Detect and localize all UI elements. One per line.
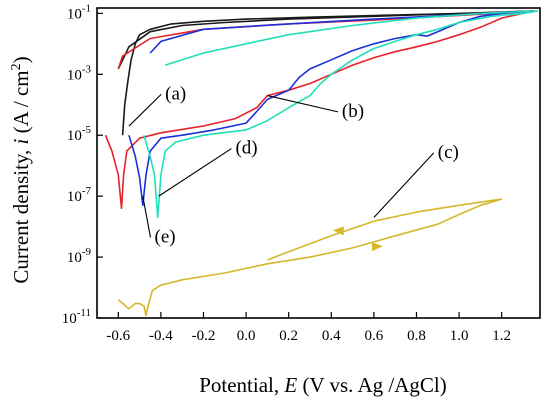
- annotation-c-leader: [373, 152, 435, 218]
- y-axis-title: Current density, i (A / cm2): [9, 56, 33, 283]
- forward-scan-arrow: [372, 242, 383, 252]
- x-tick-label: -0.4: [149, 328, 173, 344]
- y-tick-label: 10-1: [67, 2, 91, 22]
- x-tick-label: 0.6: [365, 328, 384, 344]
- y-tick-label: 10-5: [67, 124, 92, 144]
- annotation-b-leader: [267, 95, 339, 113]
- reverse-scan-arrow: [332, 226, 344, 236]
- series-c-forward: [117, 198, 502, 317]
- x-tick-label: 1.2: [492, 328, 511, 344]
- annotation-c: (c): [438, 142, 459, 163]
- series-a-reverse: [117, 10, 534, 70]
- x-tick-label: 0.2: [279, 328, 298, 344]
- x-tick-label: 1.0: [450, 328, 469, 344]
- x-tick-label: 0.4: [322, 328, 341, 344]
- plot-frame: [96, 7, 541, 319]
- annotation-layer: (a) (b) (c) (d) (e): [128, 83, 459, 248]
- annotation-d: (d): [235, 138, 257, 159]
- y-tick-label: 10-11: [62, 307, 91, 327]
- annotation-d-leader: [158, 148, 232, 197]
- x-tick-label: -0.2: [192, 328, 216, 344]
- x-tick-label: -0.6: [106, 328, 130, 344]
- x-tick-label: 0.0: [237, 328, 256, 344]
- series-layer: [104, 10, 539, 317]
- annotation-a-leader: [128, 93, 162, 127]
- y-tick-label: 10-3: [67, 63, 92, 83]
- ticks-layer: -0.6 -0.4 -0.2 0.0 0.2 0.4 0.6 0.8 1.0 1.2 10-11 10…: [62, 2, 511, 344]
- series-b-forward: [104, 10, 534, 210]
- series-c-reverse: [267, 198, 502, 261]
- annotation-b: (b): [342, 101, 364, 122]
- series-d-forward: [143, 10, 539, 219]
- annotation-e: (e): [155, 227, 176, 248]
- y-tick-label: 10-9: [67, 246, 92, 266]
- x-tick-label: 0.8: [407, 328, 426, 344]
- annotation-e-leader: [142, 196, 152, 238]
- series-e-forward: [128, 10, 534, 207]
- annotation-a: (a): [165, 83, 186, 104]
- x-axis-title: Potential, E (V vs. Ag /AgCl): [199, 373, 447, 397]
- series-d-reverse: [164, 10, 538, 66]
- y-tick-label: 10-7: [67, 185, 92, 205]
